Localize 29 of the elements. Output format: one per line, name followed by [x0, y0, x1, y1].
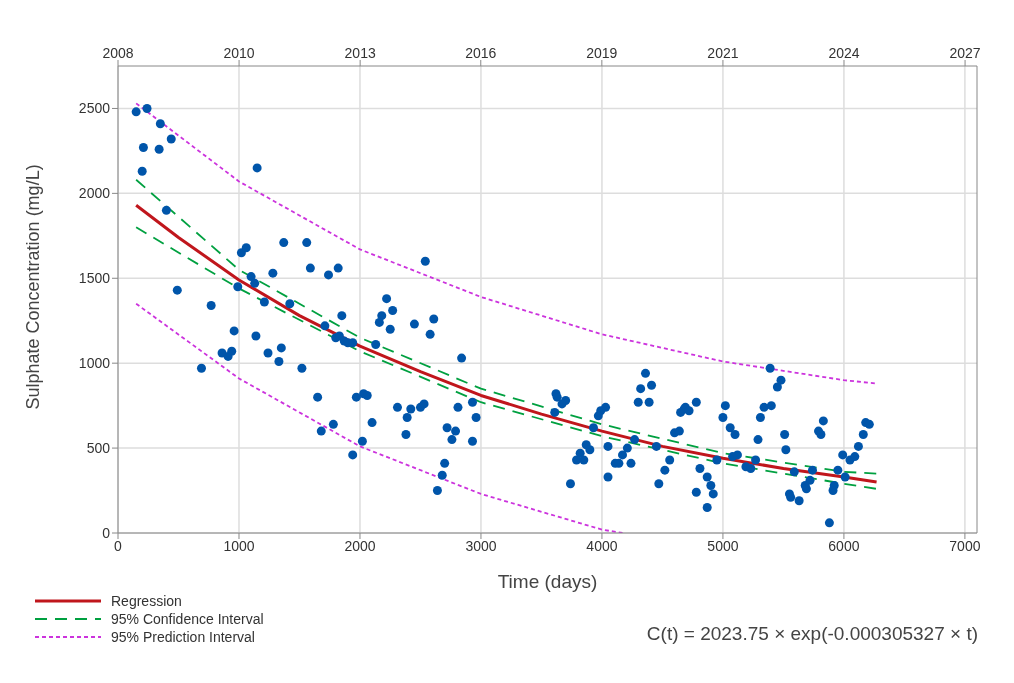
- x-tick-label: 6000: [828, 537, 860, 554]
- y-tick-label: 2500: [78, 100, 111, 117]
- text: C(t) = 2023.75 × exp(-0.000305327 × t): [646, 623, 978, 645]
- x2-tick-label: 2008: [102, 45, 134, 61]
- y-axis-title: Sulphate Concentration (mg/L): [23, 164, 44, 410]
- y-tick-label: 1000: [78, 355, 111, 372]
- x-tick-label: 4000: [586, 537, 618, 554]
- x-tick-label: 3000: [465, 537, 497, 554]
- x2-tick-label: 2016: [465, 45, 497, 61]
- x2-tick-label: 2021: [707, 45, 739, 61]
- legend-label: 95% Prediction Interval: [111, 629, 255, 645]
- line-series: [135, 102, 878, 385]
- y-tick-label: 0: [102, 524, 111, 541]
- x2-tick-label: 2013: [344, 45, 376, 61]
- y-tick-label: 500: [86, 440, 111, 457]
- x-tick-label: 1000: [223, 537, 255, 554]
- x2-tick-label: 2024: [828, 45, 860, 61]
- x2-tick-label: 2019: [586, 45, 618, 61]
- legend-label: 95% Confidence Interval: [111, 611, 264, 627]
- x-axis-title: Time (days): [497, 571, 598, 592]
- x-tick-label: 2000: [344, 537, 376, 554]
- x-tick-label: 7000: [949, 537, 981, 554]
- y-tick-label: 1500: [78, 270, 111, 287]
- x2-tick-label: 2010: [223, 45, 255, 61]
- x2-tick-label: 2027: [949, 45, 981, 61]
- x-tick-label: 5000: [707, 537, 739, 554]
- x-tick-label: 0: [114, 537, 123, 554]
- y-tick-label: 2000: [78, 185, 111, 202]
- legend-label: Regression: [111, 593, 182, 609]
